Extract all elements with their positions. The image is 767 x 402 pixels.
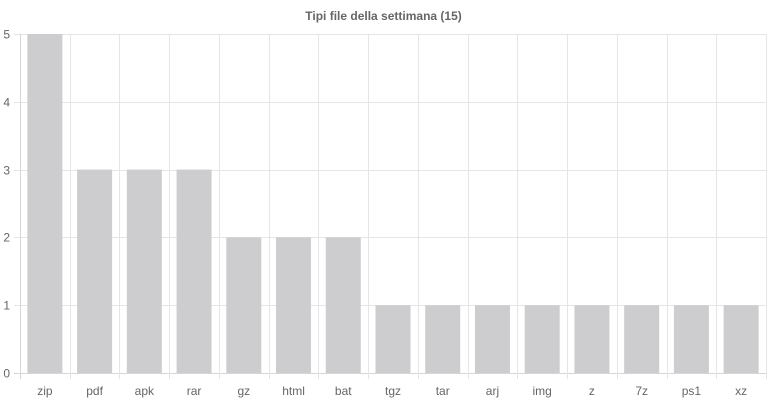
bar-z bbox=[574, 305, 610, 373]
x-tick-label: ps1 bbox=[682, 384, 702, 398]
y-tick-label: 4 bbox=[3, 96, 10, 110]
x-tick-label: tar bbox=[436, 384, 450, 398]
chart-title: Tipi file della settimana (15) bbox=[305, 9, 462, 23]
bar-arj bbox=[474, 305, 510, 373]
y-tick-label: 5 bbox=[3, 28, 10, 42]
y-tick-label: 0 bbox=[3, 367, 10, 381]
y-tick-label: 2 bbox=[3, 231, 10, 245]
x-tick-label: img bbox=[533, 384, 552, 398]
x-tick-label: z bbox=[589, 384, 595, 398]
bar-7z bbox=[624, 305, 660, 373]
bar-tar bbox=[425, 305, 461, 373]
bar-html bbox=[276, 237, 312, 373]
x-tick-label: gz bbox=[237, 384, 250, 398]
x-tick-label: pdf bbox=[86, 384, 103, 398]
y-tick-label: 3 bbox=[3, 164, 10, 178]
x-tick-label: tgz bbox=[385, 384, 401, 398]
x-tick-label: 7z bbox=[635, 384, 648, 398]
x-tick-label: xz bbox=[735, 384, 747, 398]
bar-gz bbox=[226, 237, 262, 373]
bar-img bbox=[524, 305, 560, 373]
bar-bat bbox=[325, 237, 361, 373]
x-tick-label: bat bbox=[335, 384, 352, 398]
x-tick-label: rar bbox=[187, 384, 202, 398]
bar-apk bbox=[126, 169, 162, 373]
bar-pdf bbox=[77, 169, 113, 373]
x-tick-label: apk bbox=[135, 384, 155, 398]
x-tick-label: zip bbox=[37, 384, 53, 398]
x-tick-label: arj bbox=[486, 384, 499, 398]
bar-xz bbox=[723, 305, 759, 373]
y-axis-ticks: 0 1 2 3 4 5 bbox=[3, 28, 10, 381]
x-axis-ticks: zip pdf apk rar gz html bat tgz tar arj img z 7z ps1 x… bbox=[37, 384, 747, 398]
bar-rar bbox=[176, 169, 212, 373]
bars bbox=[27, 34, 759, 373]
x-tick-label: html bbox=[282, 384, 305, 398]
bar-zip bbox=[27, 34, 63, 373]
bar-tgz bbox=[375, 305, 411, 373]
y-tick-label: 1 bbox=[3, 299, 10, 313]
bar-ps1 bbox=[673, 305, 709, 373]
